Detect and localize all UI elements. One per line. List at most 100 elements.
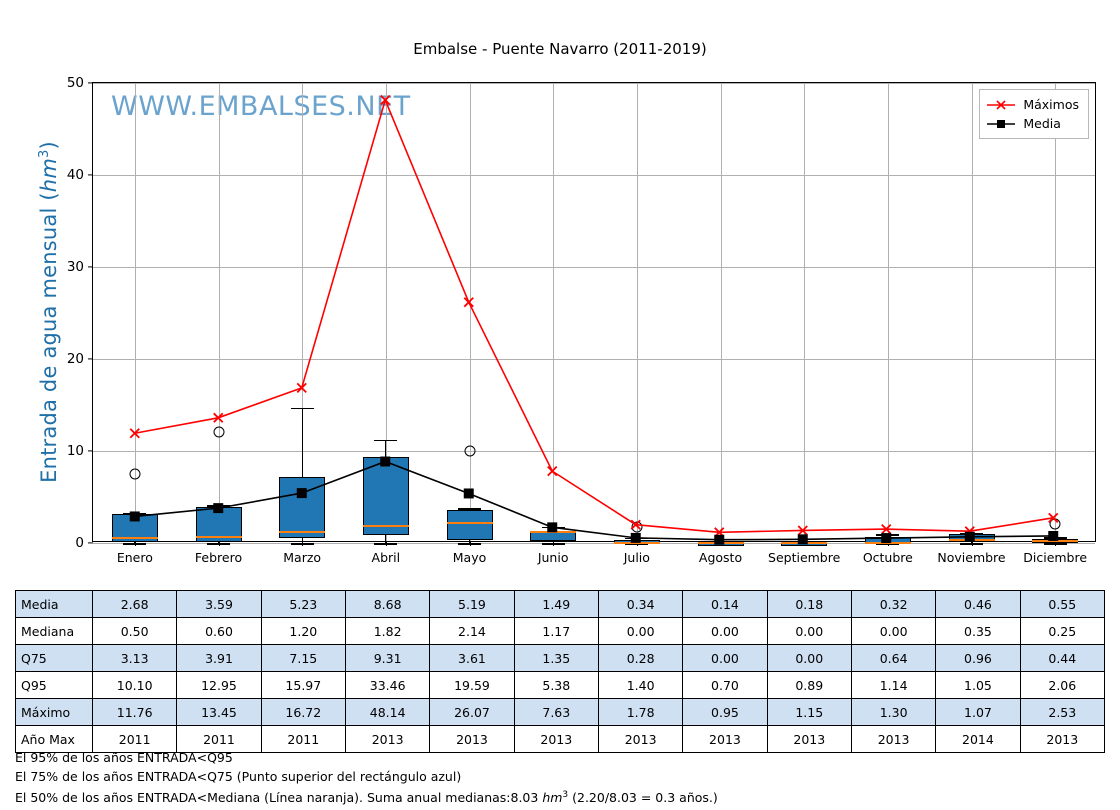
table-cell: 0.89 [766, 671, 852, 699]
table-cell: 7.63 [513, 698, 599, 726]
watermark: WWW.EMBALSES.NET [111, 91, 411, 122]
table-cell: 0.18 [766, 590, 852, 618]
table-cell: 2.68 [91, 590, 178, 618]
y-axis-unit-exponent: 3 [37, 149, 52, 159]
table-cell: 0.95 [682, 698, 768, 726]
table-row: Máximo 11.76 13.45 16.72 48.14 26.07 7.63 1.78 0… [15, 698, 1106, 726]
boxplot-whisker [468, 540, 471, 543]
table-cell: 1.40 [597, 671, 684, 699]
table-cell: 0.64 [850, 644, 937, 672]
legend: Máximos Media [979, 89, 1089, 139]
x-tick-label-mayo: Mayo [452, 550, 487, 565]
series-line-media [134, 460, 1054, 541]
series-marker-maximos [296, 382, 307, 393]
gridline-vertical [804, 83, 806, 541]
boxplot-whisker [134, 542, 136, 543]
gridline-vertical [385, 83, 387, 541]
series-marker-maximos [213, 412, 224, 423]
series-marker-maximos [463, 297, 474, 308]
gridline-vertical [553, 83, 555, 541]
table-row-label: Máximo [15, 698, 93, 726]
table-cell: 0.96 [935, 644, 1021, 672]
table-cell: 3.91 [176, 644, 262, 672]
table-cell: 1.35 [513, 644, 599, 672]
series-marker-media [547, 522, 558, 533]
table-row: Q95 10.10 12.95 15.97 33.46 19.59 5.38 1.40 0.70… [15, 671, 1106, 699]
gridline-horizontal [93, 451, 1095, 452]
legend-item-media: Media [986, 114, 1079, 133]
x-tick-label-abril: Abril [371, 550, 401, 565]
table-row: Mediana 0.50 0.60 1.20 1.82 2.14 1.17 0.00 0.00 0… [15, 617, 1106, 645]
gridline-horizontal [93, 175, 1095, 176]
boxplot-median-line [613, 542, 660, 544]
table-cell: 1.49 [513, 590, 599, 618]
table-cell: 2013 [597, 725, 684, 753]
table-cell: 1.05 [935, 671, 1021, 699]
y-tick-label: 20 [66, 351, 84, 367]
footnote-mediana: El 50% de los años ENTRADA<Mediana (Líne… [15, 786, 718, 807]
series-marker-maximos [380, 94, 391, 106]
table-row-label: Mediana [15, 617, 93, 645]
table-cell: 33.46 [344, 671, 431, 699]
boxplot-box [362, 457, 409, 535]
boxplot-box [446, 509, 493, 541]
boxplot-outlier [129, 468, 141, 480]
series-marker-media [964, 531, 975, 542]
boxplot-cap [123, 543, 147, 545]
table-cell: 2013 [1019, 725, 1106, 753]
table-cell: 8.68 [344, 590, 431, 618]
boxplot-whisker [970, 542, 973, 543]
table-cell: 3.61 [429, 644, 515, 672]
table-cell: 0.00 [766, 617, 852, 645]
table-cell: 2013 [344, 725, 431, 753]
y-tick-mark [88, 82, 93, 84]
series-marker-media [380, 456, 391, 467]
gridline-horizontal [93, 267, 1095, 268]
table-cell: 48.14 [344, 698, 431, 726]
boxplot-cap [374, 439, 398, 442]
x-tick-label-diciembre: Diciembre [1023, 550, 1088, 565]
table-cell: 9.31 [344, 644, 431, 672]
table-cell: 3.59 [176, 590, 262, 618]
table-cell: 0.00 [766, 644, 852, 672]
boxplot-outlier [213, 426, 224, 438]
series-marker-media [714, 534, 725, 545]
table-cell: 19.59 [429, 671, 515, 699]
table-cell: 0.25 [1019, 617, 1106, 645]
page-title: Embalse - Puente Navarro (2011-2019) [413, 40, 707, 58]
table-cell: 2.53 [1019, 698, 1106, 726]
table-cell: 1.82 [344, 617, 431, 645]
table-cell: 0.50 [91, 617, 178, 645]
gridline-vertical [469, 83, 471, 541]
series-marker-media [296, 488, 307, 499]
boxplot-cap [458, 543, 481, 545]
boxplot-outlier [464, 445, 475, 457]
x-tick-label-julio: Julio [623, 550, 650, 565]
series-marker-maximos [630, 519, 641, 530]
gridline-vertical [971, 83, 973, 541]
boxplot-whisker [385, 439, 387, 458]
table-cell: 1.07 [935, 698, 1021, 726]
gridline-vertical [720, 83, 722, 541]
series-marker-media [630, 532, 641, 543]
boxplot-whisker [217, 542, 220, 543]
x-tick-label-enero: Enero [116, 550, 153, 565]
x-tick-label-septiembre: Septiembre [768, 550, 841, 565]
series-marker-media [213, 503, 224, 514]
table-cell: 0.00 [682, 617, 768, 645]
y-tick-mark [88, 358, 93, 360]
y-axis-label-text: Entrada de agua mensual ( [37, 192, 61, 483]
table-cell: 2014 [935, 725, 1021, 753]
y-tick-label: 50 [66, 75, 84, 91]
gridline-vertical [134, 83, 136, 541]
boxplot-outlier [631, 521, 643, 533]
x-tick-label-agosto: Agosto [698, 550, 743, 565]
x-tick-label-febrero: Febrero [194, 550, 243, 565]
table-cell: 10.10 [91, 671, 178, 699]
series-marker-maximos [1048, 512, 1059, 523]
table-row-label: Q75 [15, 644, 93, 672]
table-cell: 15.97 [260, 671, 346, 699]
legend-label-media: Media [1023, 116, 1061, 131]
table-cell: 1.15 [766, 698, 852, 726]
table-row: Media 2.68 3.59 5.23 8.68 5.19 1.49 0.34 0.14 0.1… [15, 590, 1106, 618]
